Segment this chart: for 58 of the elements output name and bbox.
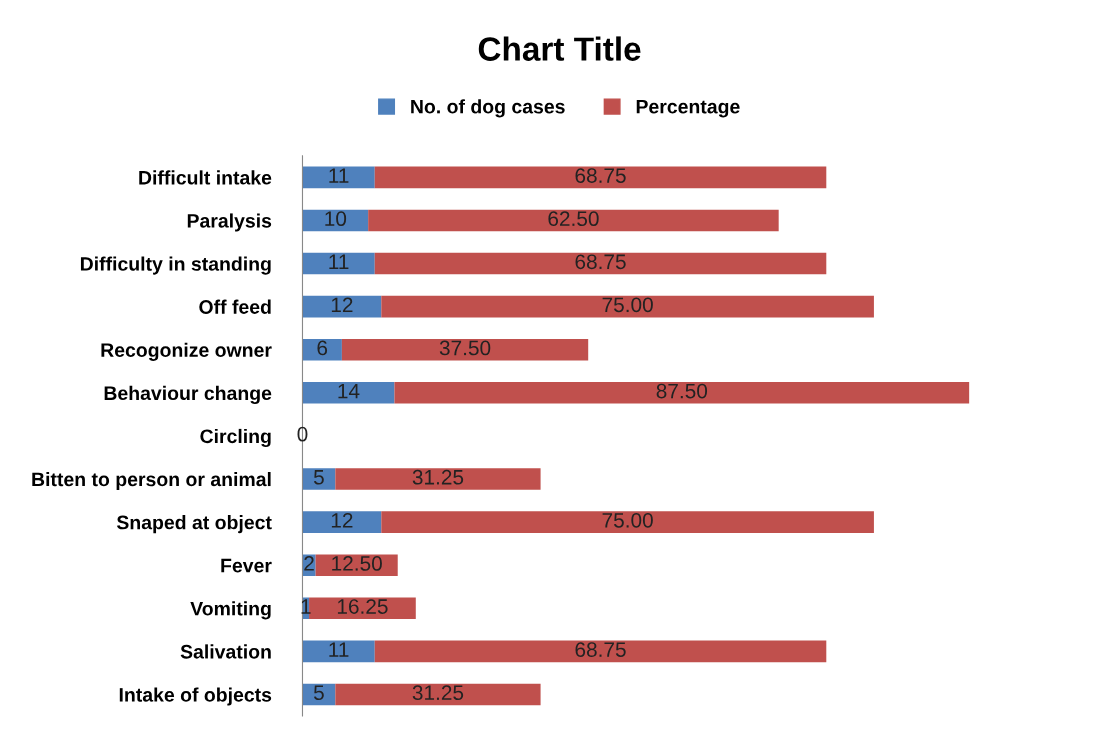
bar <box>302 468 336 490</box>
y-tick-label: Off feed <box>199 299 271 314</box>
bar <box>302 166 375 189</box>
data-label: 12 <box>331 512 353 528</box>
data-label: 31.25 <box>412 685 464 701</box>
chart-title: Chart Title <box>478 36 641 61</box>
bar <box>302 252 375 275</box>
data-label: 68.75 <box>575 168 626 183</box>
data-label: 11 <box>329 642 349 657</box>
data-label: 68.75 <box>575 254 626 270</box>
bar <box>335 468 541 490</box>
bar <box>341 338 589 361</box>
bar <box>394 382 970 404</box>
y-tick-label: Difficulty in standing <box>80 256 271 275</box>
bar <box>302 382 395 404</box>
data-label: 75.00 <box>602 297 653 313</box>
bar <box>374 166 827 189</box>
data-label: 31.25 <box>412 469 464 485</box>
data-label: 2 <box>304 556 314 571</box>
y-tick-label: Vomiting <box>190 601 271 620</box>
data-label: 5 <box>313 685 324 701</box>
data-label: 68.75 <box>575 642 626 657</box>
y-tick-label: Behaviour change <box>104 385 272 404</box>
legend-label: Percentage <box>636 99 740 118</box>
y-tick-label: Intake of objects <box>119 687 272 706</box>
data-label: 6 <box>317 340 328 356</box>
data-label: 87.50 <box>656 383 708 399</box>
bar <box>302 640 375 663</box>
data-label: 10 <box>325 211 347 227</box>
y-tick-label: Snaped at object <box>116 515 272 534</box>
bar <box>302 295 382 318</box>
bar <box>381 511 874 533</box>
y-tick-label: Paralysis <box>187 213 272 232</box>
bar <box>381 295 874 318</box>
bar <box>374 252 827 275</box>
data-label: 12.50 <box>332 556 382 571</box>
y-tick-label: Fever <box>221 558 272 573</box>
data-label: 75.00 <box>602 512 653 528</box>
bar <box>302 338 342 361</box>
bar <box>302 511 382 533</box>
data-label: 37.50 <box>439 340 491 356</box>
y-tick-label: Salivation <box>180 644 271 659</box>
bar <box>368 209 779 232</box>
legend-label: No. of dog cases <box>411 99 565 118</box>
data-label: 0 <box>297 426 308 442</box>
y-tick-label: Circling <box>200 428 271 448</box>
data-label: 12 <box>331 297 353 313</box>
y-tick-label: Difficult intake <box>139 170 272 185</box>
bar <box>335 683 541 706</box>
data-label: 62.50 <box>548 211 599 227</box>
data-label: 16.25 <box>337 599 388 614</box>
bar <box>374 640 827 663</box>
y-tick-label: Recogonize owner <box>101 342 272 361</box>
data-label: 11 <box>329 254 349 269</box>
data-label: 14 <box>338 383 360 399</box>
data-label: 11 <box>329 168 349 183</box>
y-tick-label: Bitten to person or animal <box>32 471 271 491</box>
data-label: 5 <box>313 470 324 485</box>
